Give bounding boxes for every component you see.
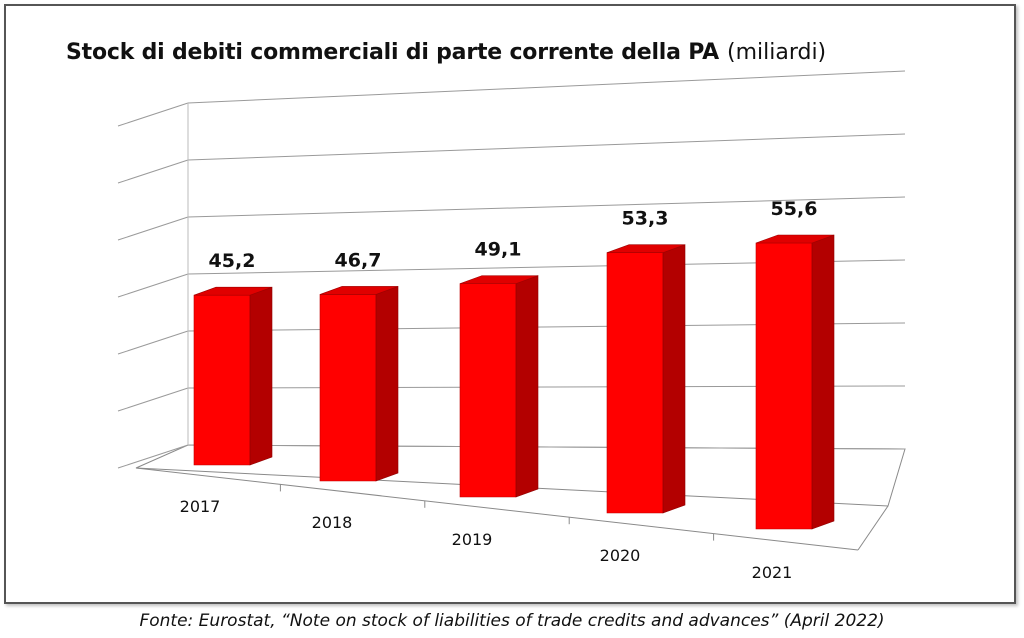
bar-top xyxy=(459,275,539,284)
gridline-side xyxy=(117,330,189,355)
bar-front xyxy=(755,242,813,530)
gridline xyxy=(187,70,906,104)
gridline-side xyxy=(117,102,189,127)
bar-top xyxy=(606,244,686,253)
x-tick-label: 2019 xyxy=(452,530,493,549)
chart-title-block: Stock di debiti commerciali di parte cor… xyxy=(66,40,826,65)
floor-front-edge xyxy=(135,467,859,551)
bar-side xyxy=(662,244,686,514)
data-label: 49,1 xyxy=(475,239,522,261)
bars xyxy=(193,234,835,530)
gridline xyxy=(187,133,906,161)
bar-side xyxy=(515,275,539,498)
bar-side xyxy=(249,286,273,466)
chart-title: Stock di debiti commerciali di parte cor… xyxy=(66,40,719,65)
x-tick-labels: 2017 2018 2019 2020 2021 xyxy=(180,497,793,582)
data-label: 55,6 xyxy=(771,198,818,220)
x-tick-label: 2020 xyxy=(600,546,641,565)
x-tick-label: 2018 xyxy=(312,513,353,532)
x-tick-label: 2017 xyxy=(180,497,221,516)
bar-front xyxy=(193,294,251,466)
bar-front xyxy=(459,283,517,498)
bar-top xyxy=(755,234,835,244)
data-label: 45,2 xyxy=(209,250,256,272)
gridline-side xyxy=(117,387,189,412)
x-tick-label: 2021 xyxy=(752,563,793,582)
floor-edge xyxy=(857,505,889,551)
bar-front xyxy=(319,294,377,482)
gridline xyxy=(187,196,906,218)
data-label: 46,7 xyxy=(335,249,382,271)
data-label: 53,3 xyxy=(622,208,669,230)
chart-unit-label: (miliardi) xyxy=(726,40,827,65)
bar-side xyxy=(811,234,835,530)
gridline-side xyxy=(117,273,189,298)
bar-side xyxy=(375,285,399,482)
bar-front xyxy=(606,252,664,514)
value-labels: 45,2 46,7 49,1 53,3 55,6 xyxy=(209,198,818,272)
bar-top xyxy=(193,286,273,296)
gridline-side xyxy=(117,444,189,469)
gridline-side xyxy=(117,159,189,184)
bar-top xyxy=(319,286,399,295)
gridline-side xyxy=(117,216,189,241)
source-note: Fonte: Eurostat, “Note on stock of liabi… xyxy=(139,611,885,631)
